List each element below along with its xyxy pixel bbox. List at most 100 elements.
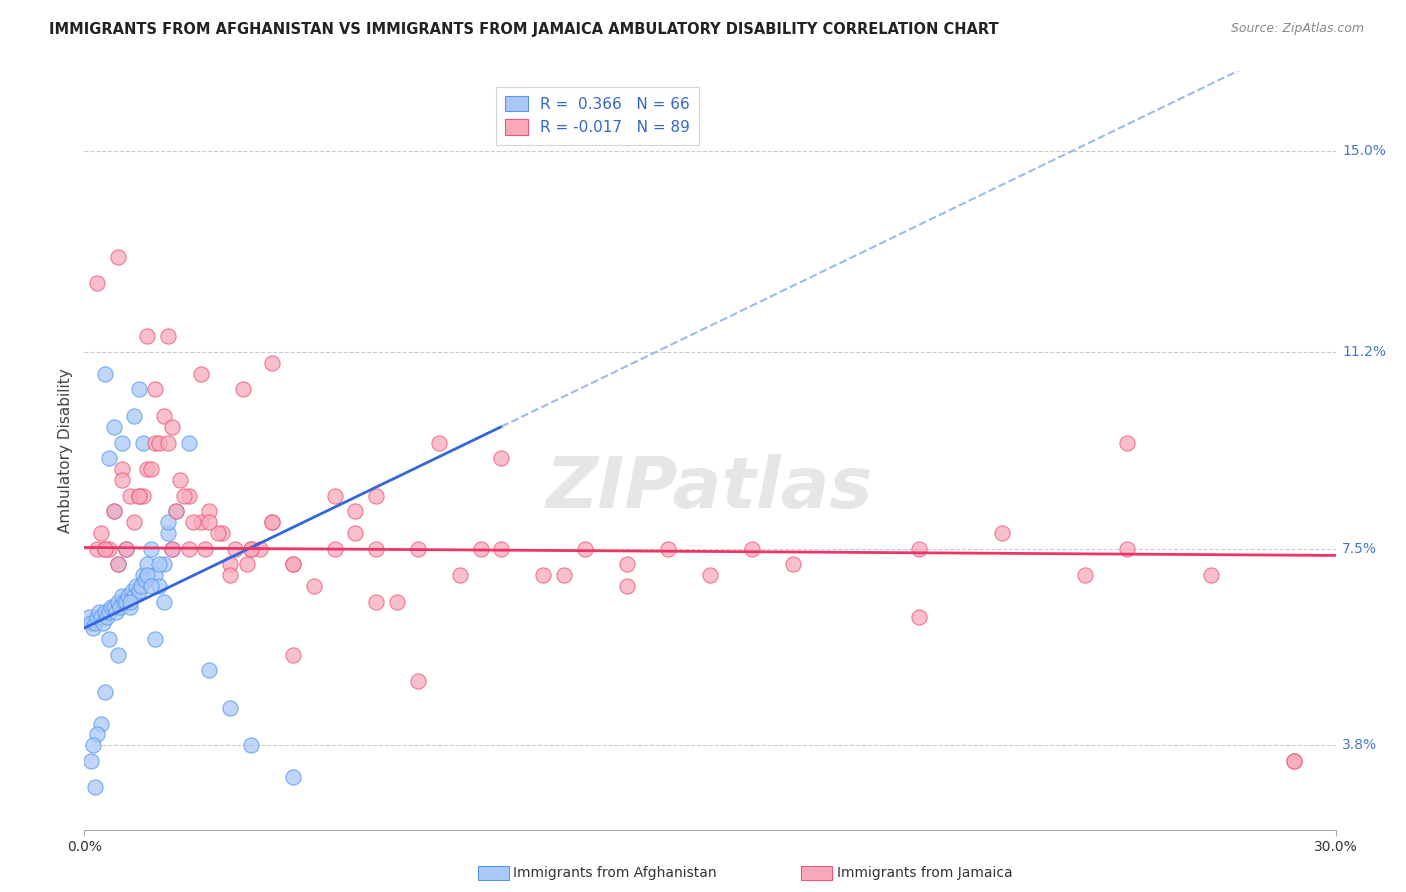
Point [107, 250, 129, 264]
Point [139, 579, 162, 593]
Point [281, 648, 304, 662]
Point [907, 610, 929, 624]
Point [302, 579, 325, 593]
Point [82, 621, 104, 635]
Point [344, 504, 367, 518]
Point [148, 435, 170, 450]
Point [128, 584, 150, 599]
Point [219, 558, 242, 572]
Point [323, 541, 346, 556]
Point [87, 605, 110, 619]
Point [136, 329, 159, 343]
Point [699, 568, 721, 582]
Point [90, 716, 112, 731]
Point [240, 738, 263, 752]
Point [156, 515, 179, 529]
Point [406, 541, 429, 556]
Point [782, 558, 804, 572]
Point [115, 541, 138, 556]
Point [152, 558, 174, 572]
Point [128, 383, 150, 397]
Point [1199, 568, 1222, 582]
Point [107, 594, 129, 608]
Point [1116, 541, 1139, 556]
Point [143, 568, 166, 582]
Point [115, 594, 138, 608]
Point [240, 541, 263, 556]
Text: ZIPatlas: ZIPatlas [547, 454, 873, 523]
Point [262, 515, 284, 529]
Point [107, 648, 129, 662]
Point [156, 525, 179, 540]
Point [148, 579, 170, 593]
Point [129, 579, 152, 593]
Point [249, 541, 271, 556]
Point [224, 541, 246, 556]
Point [117, 589, 139, 603]
Point [907, 541, 929, 556]
Point [160, 541, 183, 556]
Point [198, 515, 221, 529]
Point [94, 541, 117, 556]
Point [173, 489, 195, 503]
Point [111, 435, 134, 450]
Point [90, 610, 112, 624]
Point [104, 605, 127, 619]
Point [211, 525, 233, 540]
Point [143, 435, 166, 450]
Point [79, 754, 101, 768]
Point [491, 451, 513, 466]
Point [98, 541, 121, 556]
Point [236, 558, 259, 572]
Point [111, 462, 134, 476]
Point [115, 541, 138, 556]
Text: Immigrants from Afghanistan: Immigrants from Afghanistan [513, 866, 717, 880]
Text: IMMIGRANTS FROM AFGHANISTAN VS IMMIGRANTS FROM JAMAICA AMBULATORY DISABILITY COR: IMMIGRANTS FROM AFGHANISTAN VS IMMIGRANT… [49, 22, 998, 37]
Point [344, 525, 367, 540]
Point [94, 684, 117, 698]
Point [132, 568, 155, 582]
Point [111, 589, 134, 603]
Point [169, 473, 191, 487]
Point [132, 435, 155, 450]
Point [262, 356, 284, 370]
Point [491, 541, 513, 556]
Point [741, 541, 763, 556]
Point [82, 738, 104, 752]
Point [77, 610, 100, 624]
Point [98, 632, 121, 646]
Point [165, 504, 187, 518]
Point [107, 558, 129, 572]
Legend: R =  0.366   N = 66, R = -0.017   N = 89: R = 0.366 N = 66, R = -0.017 N = 89 [496, 87, 699, 145]
Point [232, 383, 254, 397]
Point [120, 489, 142, 503]
Text: 11.2%: 11.2% [1341, 345, 1386, 359]
Point [83, 615, 105, 630]
Point [366, 594, 388, 608]
Y-axis label: Ambulatory Disability: Ambulatory Disability [58, 368, 73, 533]
Point [156, 329, 179, 343]
Point [281, 770, 304, 784]
Point [128, 489, 150, 503]
Point [177, 489, 200, 503]
Point [207, 525, 229, 540]
Point [134, 574, 156, 588]
Point [103, 504, 125, 518]
Point [181, 515, 204, 529]
Point [124, 515, 146, 529]
Point [91, 615, 114, 630]
Point [124, 409, 146, 423]
Point [96, 610, 118, 624]
Point [103, 504, 125, 518]
Point [281, 558, 304, 572]
Point [240, 541, 263, 556]
Point [616, 579, 638, 593]
Point [128, 489, 150, 503]
Point [83, 780, 105, 794]
Point [198, 664, 221, 678]
Point [86, 541, 108, 556]
Point [449, 568, 471, 582]
Text: 7.5%: 7.5% [1341, 541, 1376, 556]
Point [143, 632, 166, 646]
Point [194, 541, 217, 556]
